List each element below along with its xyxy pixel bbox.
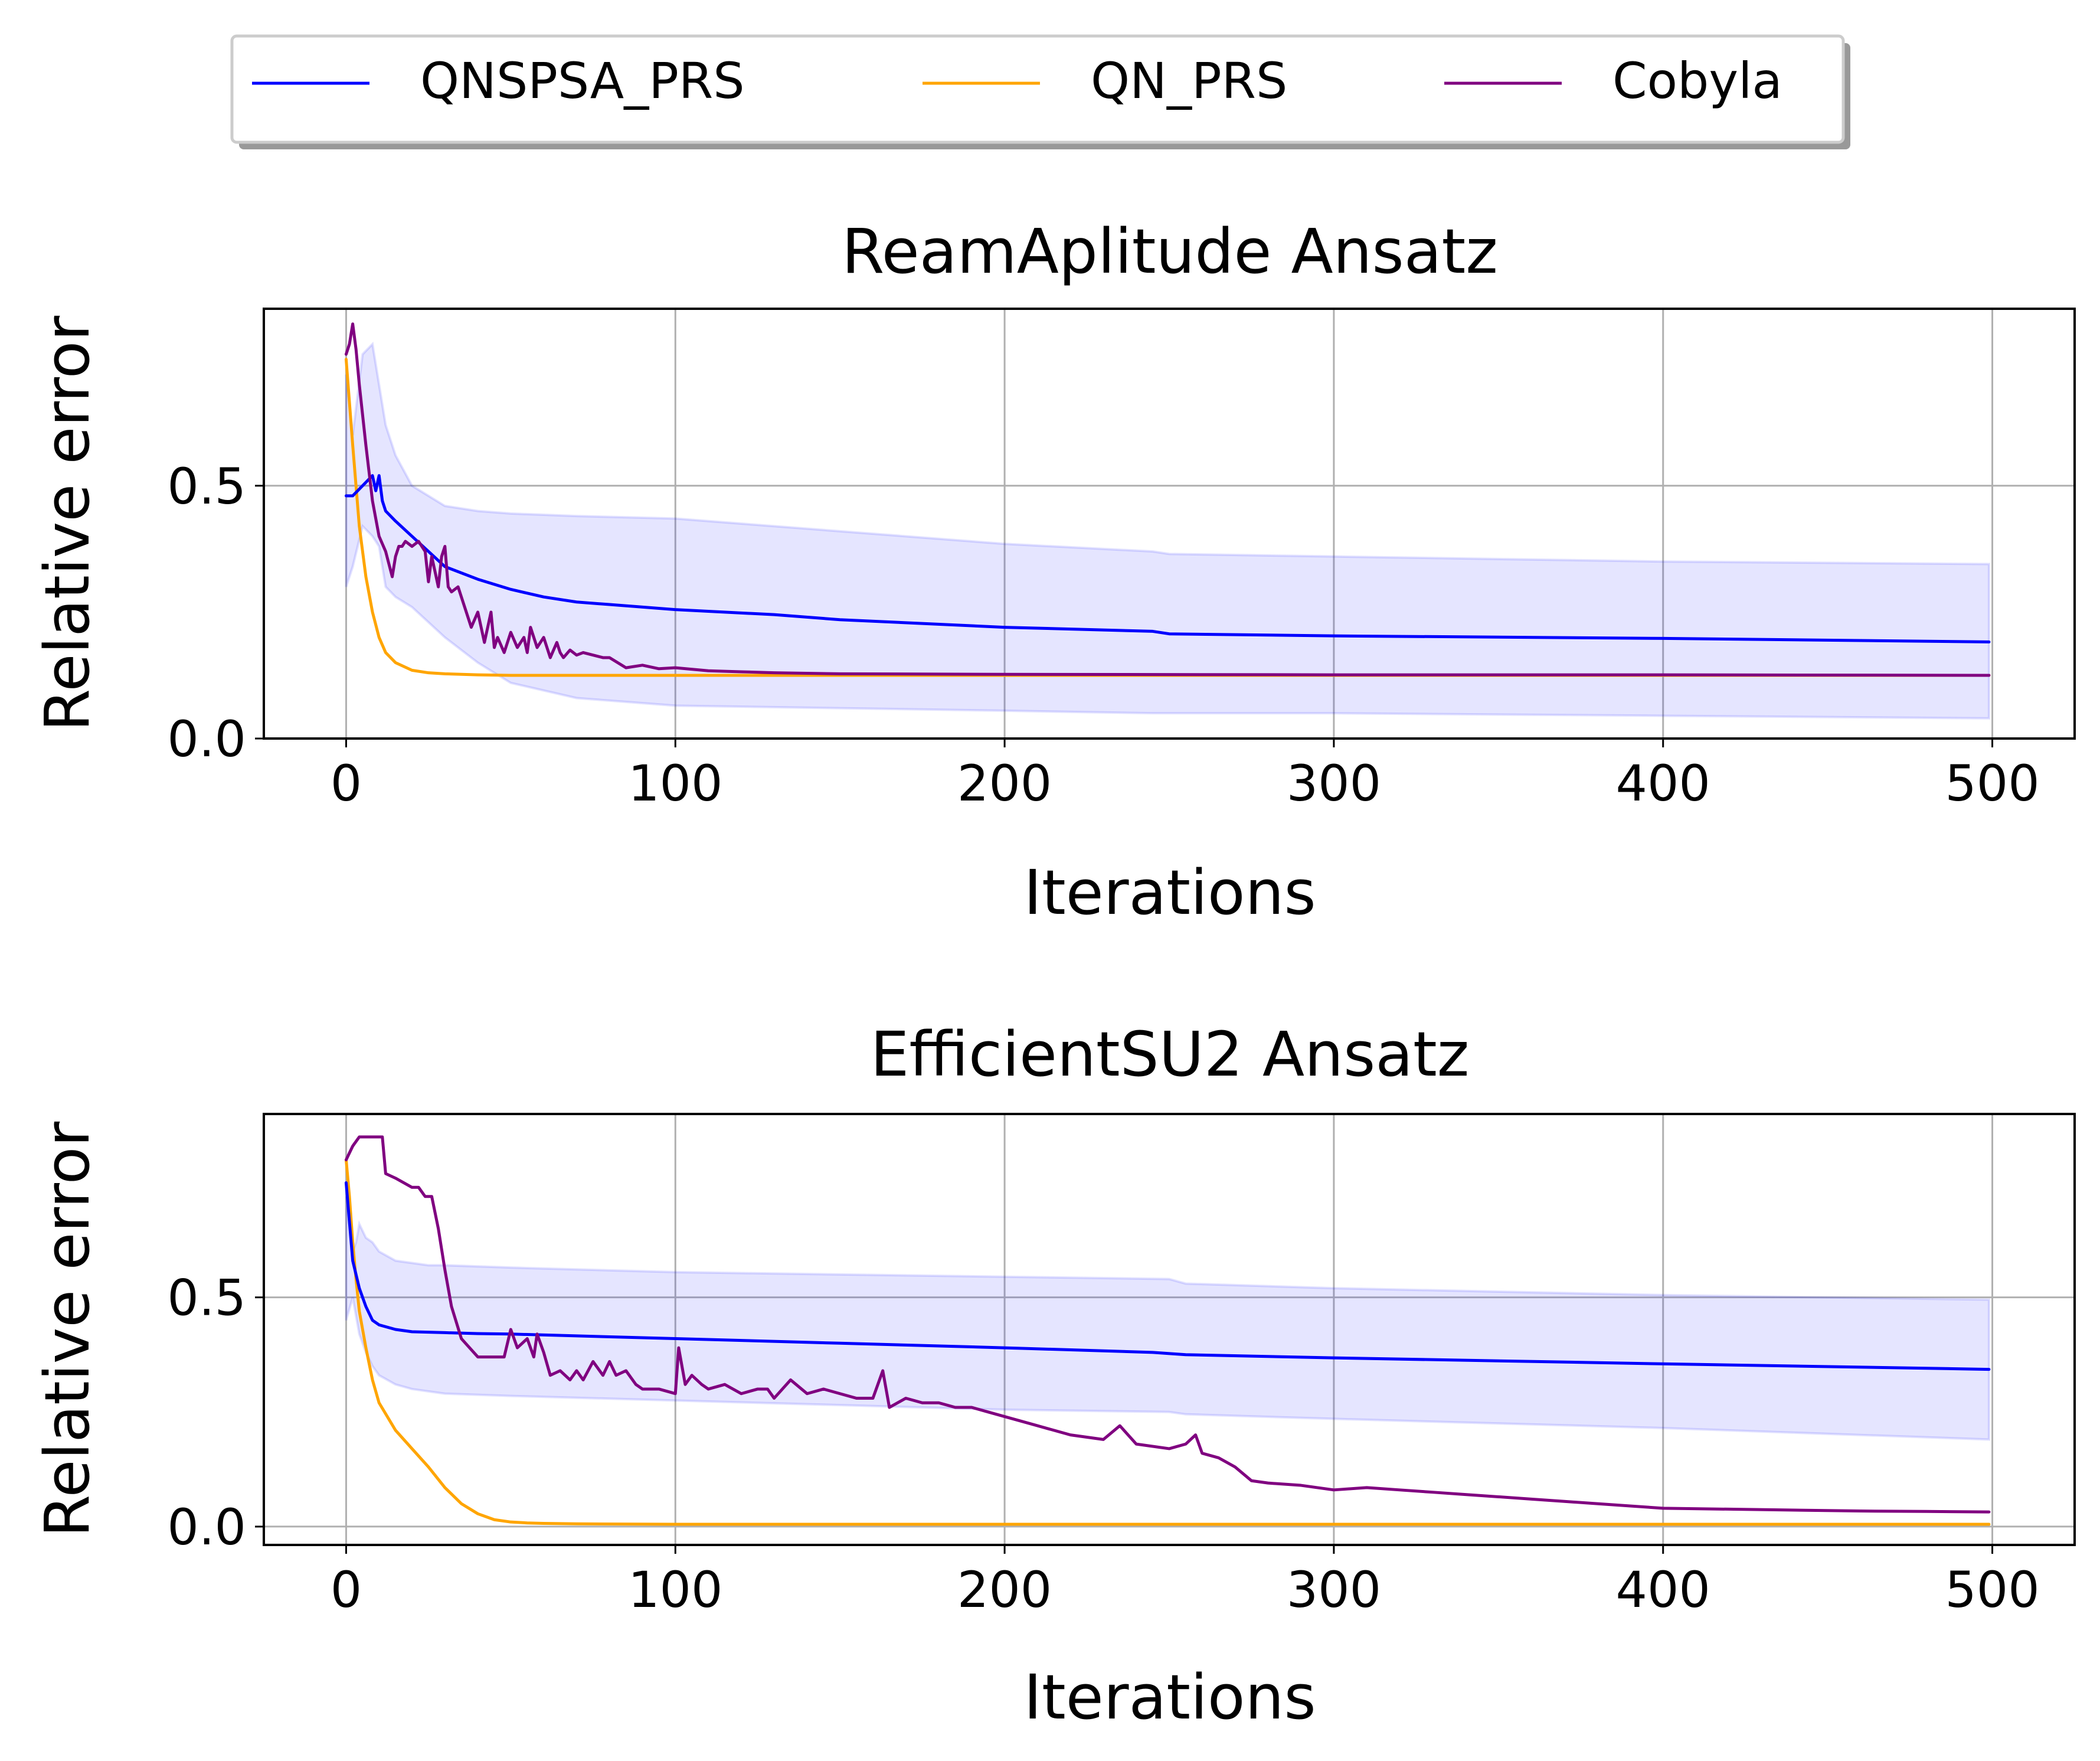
x-tick-label: 200	[957, 754, 1052, 812]
y-axis-label: Relative error	[31, 316, 103, 731]
confidence-band	[345, 1196, 1990, 1441]
series-line-qnspsa-prs	[344, 1181, 1991, 1371]
x-tick-label: 300	[1287, 1561, 1381, 1619]
x-tick-label: 100	[628, 1561, 722, 1619]
series-lines	[344, 1135, 1991, 1526]
plot-frame	[263, 1113, 2076, 1546]
x-axis-label: Iterations	[1023, 1661, 1316, 1733]
grid	[264, 1114, 2075, 1545]
plot-frame	[263, 308, 2076, 740]
chart-efficientsu2: EfficientSU2 Ansatz 0 100 200 300 400 5000.00…	[31, 1018, 2076, 1733]
legend-label-cobyla: Cobyla	[1612, 52, 1782, 110]
y-tick-label: 0.5	[167, 1269, 246, 1327]
x-tick-label: 400	[1616, 754, 1710, 812]
chart-title: ReamAplitude Ansatz	[842, 215, 1498, 287]
axis-ticks: 0 100 200 300 400 500 0.0 0.5	[167, 1269, 2039, 1619]
legend-label-qnspsa-prs: QNSPSA_PRS	[420, 52, 745, 110]
x-tick-label: 500	[1945, 754, 2039, 812]
chart-title: EfficientSU2 Ansatz	[871, 1018, 1470, 1090]
x-tick-label: 400	[1616, 1561, 1710, 1619]
y-tick-label: 0.0	[167, 1498, 246, 1556]
x-tick-label: 300	[1287, 754, 1381, 812]
x-tick-label: 200	[957, 1561, 1052, 1619]
series-line-cobyla	[344, 322, 1991, 677]
y-tick-label: 0.0	[167, 710, 246, 768]
chart-ramplitude: ReamAplitude Ansatz 0 100 200 300 400 5000.00…	[31, 215, 2076, 929]
legend-label-qn-prs: QN_PRS	[1091, 52, 1287, 110]
band-qnspsa-prs	[345, 341, 1990, 720]
x-tick-label: 0	[331, 1561, 362, 1619]
y-axis-label: Relative error	[31, 1122, 103, 1537]
legend: QNSPSA_PRS QN_PRS Cobyla	[230, 34, 1850, 149]
axis-ticks: 0 100 200 300 400 500 0.0 0.5	[167, 458, 2039, 812]
confidence-band	[345, 341, 1990, 720]
x-tick-label: 500	[1945, 1561, 2039, 1619]
series-line-cobyla	[344, 1135, 1991, 1514]
x-tick-label: 100	[628, 754, 722, 812]
x-tick-label: 0	[331, 754, 362, 812]
legend-box	[230, 34, 1845, 144]
band-qnspsa-prs	[345, 1196, 1990, 1441]
y-tick-label: 0.5	[167, 458, 246, 515]
series-line-qn-prs	[344, 1158, 1991, 1526]
x-axis-label: Iterations	[1023, 857, 1316, 929]
series-lines	[344, 322, 1991, 677]
series-line-qnspsa-prs	[344, 474, 1991, 643]
